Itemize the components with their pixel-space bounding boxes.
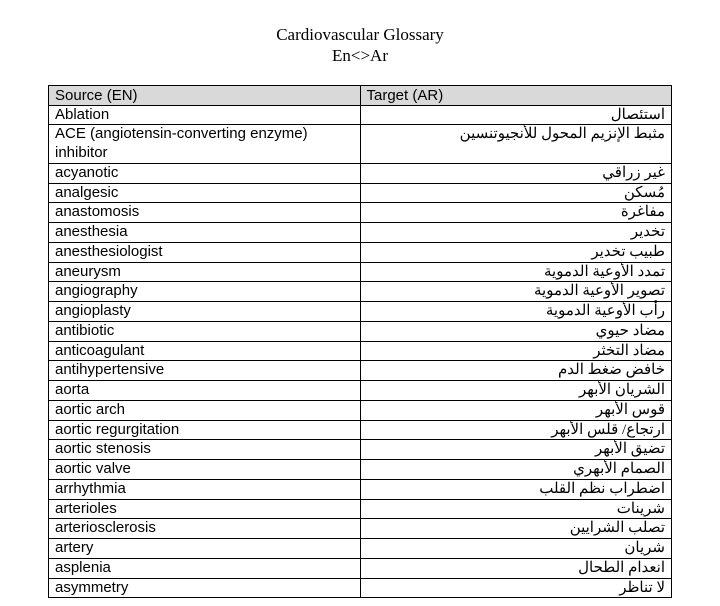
table-row: aortic stenosisتضيق الأبهر	[49, 440, 672, 460]
cell-source-en: angioplasty	[49, 302, 361, 322]
cell-target-ar: خافض ضغط الدم	[360, 361, 672, 381]
cell-source-en: asplenia	[49, 558, 361, 578]
table-row: antihypertensiveخافض ضغط الدم	[49, 361, 672, 381]
table-row: asymmetryلا تناظر	[49, 578, 672, 598]
cell-source-en: arterioles	[49, 499, 361, 519]
col-header-source: Source (EN)	[49, 85, 361, 105]
table-row: arrhythmiaاضطراب نظم القلب	[49, 479, 672, 499]
table-row: aortic regurgitationارتجاع/ قلس الأبهر	[49, 420, 672, 440]
cell-target-ar: تمدد الأوعية الدموية	[360, 262, 672, 282]
cell-target-ar: تصلب الشرايين	[360, 519, 672, 539]
table-row: Ablationاستئصال	[49, 105, 672, 125]
cell-source-en: angiography	[49, 282, 361, 302]
cell-source-en: aortic stenosis	[49, 440, 361, 460]
cell-target-ar: غير زراقي	[360, 163, 672, 183]
table-row: aneurysmتمدد الأوعية الدموية	[49, 262, 672, 282]
cell-source-en: anastomosis	[49, 203, 361, 223]
cell-source-en: antibiotic	[49, 321, 361, 341]
cell-source-en: artery	[49, 539, 361, 559]
cell-target-ar: مفاغرة	[360, 203, 672, 223]
table-header-row: Source (EN) Target (AR)	[49, 85, 672, 105]
table-row: aortic valveالصمام الأبهري	[49, 460, 672, 480]
cell-target-ar: مثبط الإنزيم المحول للأنجيوتنسين	[360, 125, 672, 164]
cell-target-ar: الشريان الأبهر	[360, 381, 672, 401]
cell-source-en: anesthesiologist	[49, 242, 361, 262]
cell-source-en: asymmetry	[49, 578, 361, 598]
cell-source-en: aortic valve	[49, 460, 361, 480]
cell-source-en: acyanotic	[49, 163, 361, 183]
table-row: aspleniaانعدام الطحال	[49, 558, 672, 578]
table-row: anesthesiologistطبيب تخدير	[49, 242, 672, 262]
table-row: aortic archقوس الأبهر	[49, 400, 672, 420]
cell-target-ar: مضاد التخثر	[360, 341, 672, 361]
cell-target-ar: شرينات	[360, 499, 672, 519]
cell-target-ar: تخدير	[360, 223, 672, 243]
cell-source-en: ACE (angiotensin-converting enzyme) inhi…	[49, 125, 361, 164]
cell-target-ar: قوس الأبهر	[360, 400, 672, 420]
cell-source-en: aortic regurgitation	[49, 420, 361, 440]
table-row: arteryشريان	[49, 539, 672, 559]
cell-target-ar: اضطراب نظم القلب	[360, 479, 672, 499]
cell-target-ar: استئصال	[360, 105, 672, 125]
title-block: Cardiovascular Glossary En<>Ar	[48, 24, 672, 67]
table-row: anticoagulantمضاد التخثر	[49, 341, 672, 361]
table-row: angiographyتصوير الأوعية الدموية	[49, 282, 672, 302]
cell-target-ar: الصمام الأبهري	[360, 460, 672, 480]
table-row: acyanoticغير زراقي	[49, 163, 672, 183]
glossary-table: Source (EN) Target (AR) AblationاستئصالA…	[48, 85, 672, 599]
cell-source-en: arrhythmia	[49, 479, 361, 499]
table-body: AblationاستئصالACE (angiotensin-converti…	[49, 105, 672, 598]
col-header-target: Target (AR)	[360, 85, 672, 105]
cell-source-en: Ablation	[49, 105, 361, 125]
table-row: angioplastyرأب الأوعية الدموية	[49, 302, 672, 322]
cell-source-en: anesthesia	[49, 223, 361, 243]
table-row: arteriosclerosisتصلب الشرايين	[49, 519, 672, 539]
document-page: Cardiovascular Glossary En<>Ar Source (E…	[0, 0, 720, 606]
cell-source-en: anticoagulant	[49, 341, 361, 361]
table-row: analgesicمُسكن	[49, 183, 672, 203]
table-row: ACE (angiotensin-converting enzyme) inhi…	[49, 125, 672, 164]
cell-target-ar: شريان	[360, 539, 672, 559]
cell-target-ar: مضاد حيوي	[360, 321, 672, 341]
cell-source-en: aorta	[49, 381, 361, 401]
table-row: antibioticمضاد حيوي	[49, 321, 672, 341]
title-line-2: En<>Ar	[48, 45, 672, 66]
cell-source-en: antihypertensive	[49, 361, 361, 381]
table-row: aortaالشريان الأبهر	[49, 381, 672, 401]
table-row: anesthesiaتخدير	[49, 223, 672, 243]
cell-source-en: arteriosclerosis	[49, 519, 361, 539]
title-line-1: Cardiovascular Glossary	[48, 24, 672, 45]
cell-target-ar: تصوير الأوعية الدموية	[360, 282, 672, 302]
cell-target-ar: تضيق الأبهر	[360, 440, 672, 460]
cell-source-en: aneurysm	[49, 262, 361, 282]
cell-source-en: analgesic	[49, 183, 361, 203]
cell-target-ar: ارتجاع/ قلس الأبهر	[360, 420, 672, 440]
table-row: arteriolesشرينات	[49, 499, 672, 519]
cell-target-ar: مُسكن	[360, 183, 672, 203]
cell-source-en: aortic arch	[49, 400, 361, 420]
cell-target-ar: انعدام الطحال	[360, 558, 672, 578]
cell-target-ar: طبيب تخدير	[360, 242, 672, 262]
cell-target-ar: لا تناظر	[360, 578, 672, 598]
cell-target-ar: رأب الأوعية الدموية	[360, 302, 672, 322]
table-row: anastomosisمفاغرة	[49, 203, 672, 223]
